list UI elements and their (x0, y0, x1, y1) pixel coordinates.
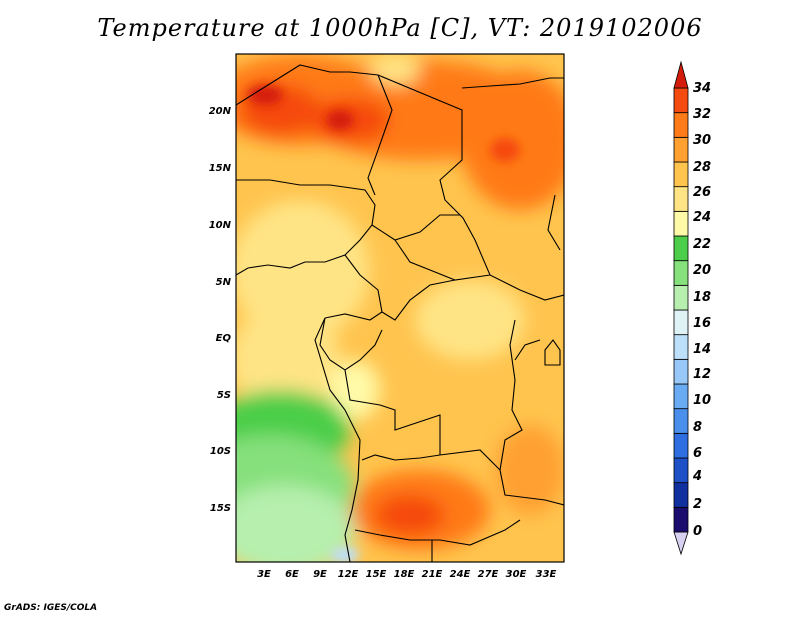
colorbar-segment (673, 432, 689, 459)
colorbar-label: 20 (693, 263, 711, 278)
colorbar-segment (673, 506, 689, 533)
colorbar-segment (673, 408, 689, 434)
lat-label: 10S (210, 446, 231, 457)
colorbar-label: 34 (693, 81, 711, 96)
colorbar-label: 32 (693, 107, 711, 122)
colorbar-label: 2 (693, 497, 702, 512)
colorbar-label: 16 (693, 316, 711, 331)
colorbar-segment (673, 87, 689, 114)
colorbar-segment (673, 309, 689, 336)
colorbar-segment (673, 482, 689, 508)
colorbar-segment (673, 186, 689, 212)
colorbar-label: 30 (693, 133, 711, 148)
colorbar-label: 24 (693, 210, 711, 225)
colorbar-segment (673, 334, 689, 360)
lon-label: 6E (285, 569, 299, 580)
colorbar-label: 22 (693, 237, 711, 252)
lat-label: EQ (216, 333, 232, 344)
country-borders (236, 64, 564, 562)
colorbar-label: 14 (693, 342, 711, 357)
colorbar-label: 6 (693, 446, 702, 461)
colorbar: 0 2 4 6 8 10 12 14 16 18 20 22 24 26 28 … (673, 60, 711, 556)
lat-label: 5N (216, 277, 232, 288)
map-title: Temperature at 1000hPa [C], VT: 20191020… (97, 14, 703, 42)
lon-label: 15E (366, 569, 387, 580)
colorbar-segment (673, 136, 689, 163)
lon-label: 21E (422, 569, 443, 580)
grads-credit: GrADS: IGES/COLA (4, 603, 98, 613)
map-frame (235, 53, 565, 563)
lon-label: 30E (506, 569, 527, 580)
lat-label: 20N (209, 106, 232, 117)
colorbar-segment (673, 210, 689, 237)
colorbar-segment (673, 457, 689, 484)
colorbar-segment (673, 112, 689, 138)
colorbar-arrow-low (673, 531, 689, 556)
colorbar-label: 12 (693, 367, 711, 382)
temperature-field (236, 54, 564, 562)
lat-label: 15N (209, 163, 232, 174)
colorbar-label: 10 (693, 393, 711, 408)
lon-label: 33E (536, 569, 557, 580)
lat-label: 5S (217, 390, 231, 401)
colorbar-label: 26 (693, 185, 711, 200)
lon-label: 12E (338, 569, 359, 580)
lat-label: 10N (209, 220, 232, 231)
colorbar-label: 8 (693, 420, 702, 435)
colorbar-segment (673, 161, 689, 188)
lon-label: 27E (478, 569, 499, 580)
colorbar-label: 28 (693, 160, 711, 175)
latitude-axis: 20N 15N 10N 5N EQ 5S 10S 15S (209, 106, 232, 514)
colorbar-label: 0 (693, 524, 702, 539)
lon-label: 9E (313, 569, 327, 580)
lat-label: 15S (210, 503, 231, 514)
lon-label: 24E (450, 569, 471, 580)
colorbar-label: 18 (693, 290, 711, 305)
colorbar-segment (673, 284, 689, 311)
colorbar-arrow-high (673, 60, 689, 89)
colorbar-segment (673, 358, 689, 385)
colorbar-label: 4 (692, 469, 702, 484)
colorbar-segment (673, 260, 689, 286)
longitude-axis: 3E 6E 9E 12E 15E 18E 21E 24E 27E 30E 33E (257, 569, 556, 580)
colorbar-segment (673, 383, 689, 410)
lon-label: 3E (257, 569, 271, 580)
lon-label: 18E (394, 569, 415, 580)
colorbar-segment (673, 235, 689, 262)
